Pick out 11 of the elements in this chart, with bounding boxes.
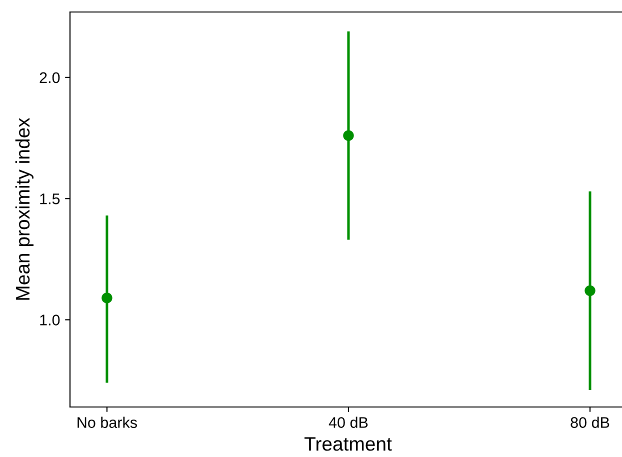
- y-tick-label: 1.0: [40, 314, 60, 326]
- point: [343, 130, 354, 141]
- y-tick-label: 1.5: [40, 194, 60, 204]
- y-axis-title: Mean proximity index: [15, 118, 34, 300]
- y-tick-label: 2.0: [40, 72, 60, 84]
- x-axis-title: Treatment: [304, 437, 392, 451]
- x-tick-label: 40 dB: [328, 416, 368, 428]
- point: [584, 285, 596, 296]
- x-tick-label: No barks: [78, 416, 137, 428]
- point: [102, 292, 112, 304]
- x-tick-label: 80 dB: [570, 416, 610, 428]
